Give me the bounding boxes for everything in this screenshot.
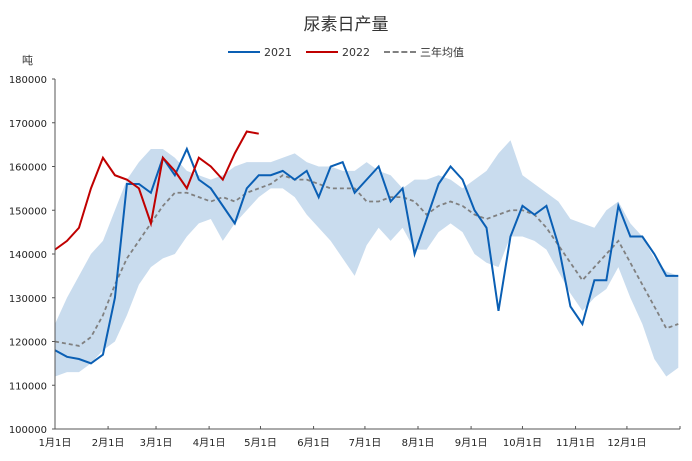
x-tick-label: 2月1日 — [92, 437, 125, 449]
legend-label: 2021 — [264, 45, 292, 59]
y-tick-label: 180000 — [9, 75, 47, 86]
x-tick-label: 5月1日 — [244, 437, 277, 449]
x-tick-label: 9月1日 — [455, 437, 488, 449]
x-tick-label: 12月1日 — [607, 437, 646, 449]
series-line-三年均值 — [54, 174, 679, 347]
x-tick-label: 1月1日 — [39, 437, 72, 449]
x-tick-label: 7月1日 — [349, 437, 382, 449]
x-tick-label: 11月1日 — [556, 437, 595, 449]
series-line-2021 — [54, 146, 679, 365]
y-tick-label: 120000 — [9, 338, 47, 349]
legend-label: 三年均值 — [420, 46, 464, 59]
series-line-2022 — [54, 130, 259, 251]
legend-item-2022: 2022 — [306, 44, 370, 60]
y-tick-label: 160000 — [9, 163, 47, 174]
legend-label: 2022 — [342, 45, 370, 59]
y-tick-label: 130000 — [9, 294, 47, 305]
y-tick-label: 110000 — [9, 381, 47, 392]
x-tick-label: 3月1日 — [140, 437, 173, 449]
range-band — [55, 140, 679, 377]
legend: 2021 2022 三年均值 — [0, 44, 692, 60]
y-tick-label: 170000 — [9, 119, 47, 130]
y-tick-label: 100000 — [9, 425, 47, 436]
x-tick-label: 4月1日 — [193, 437, 226, 449]
x-tick-label: 8月1日 — [402, 437, 435, 449]
y-axis-unit: 吨 — [22, 54, 33, 67]
chart-title: 尿素日产量 — [303, 15, 389, 35]
x-tick-label: 10月1日 — [503, 437, 542, 449]
y-tick-label: 140000 — [9, 250, 47, 261]
legend-item-avg: 三年均值 — [384, 44, 464, 60]
y-tick-label: 150000 — [9, 206, 47, 217]
x-tick-label: 6月1日 — [297, 437, 330, 449]
legend-item-2021: 2021 — [228, 44, 292, 60]
